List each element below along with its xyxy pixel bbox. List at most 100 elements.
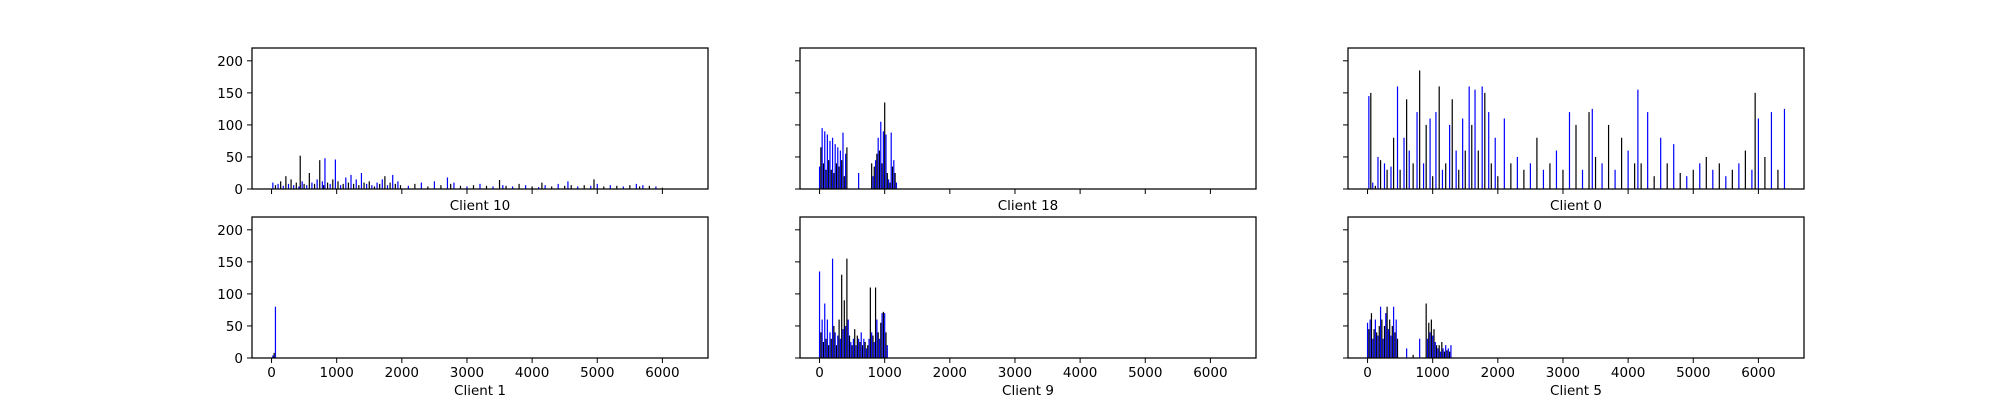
bar xyxy=(1443,351,1446,358)
bar xyxy=(1477,150,1479,189)
bar xyxy=(842,132,844,189)
bar xyxy=(821,128,823,189)
panel-title: Client 9 xyxy=(1002,383,1054,399)
bar xyxy=(1451,99,1453,189)
bar xyxy=(570,185,572,189)
bar xyxy=(397,181,399,189)
bar xyxy=(567,181,569,189)
bar xyxy=(1445,163,1447,189)
bar xyxy=(593,179,595,189)
bar xyxy=(373,186,376,189)
bar xyxy=(1432,335,1434,358)
y-tick-label: 150 xyxy=(217,86,243,102)
bar xyxy=(887,179,890,189)
bar xyxy=(1412,163,1414,189)
bar xyxy=(885,134,887,189)
bar xyxy=(1718,163,1720,189)
bar xyxy=(1378,325,1380,358)
bar xyxy=(321,181,323,189)
bar xyxy=(1438,345,1440,358)
bar xyxy=(837,147,839,189)
bar xyxy=(846,258,848,358)
panel-client-18: Client 18 xyxy=(795,47,1257,214)
bar xyxy=(502,185,504,189)
bar xyxy=(1439,351,1442,358)
bar xyxy=(822,163,825,189)
bar xyxy=(583,185,585,189)
bar xyxy=(1381,319,1383,358)
bar xyxy=(838,319,840,358)
axes-frame xyxy=(1347,216,1805,359)
bar xyxy=(1653,176,1655,189)
bar xyxy=(440,185,442,189)
x-tick-label: 6000 xyxy=(1193,365,1227,381)
bar xyxy=(337,181,339,189)
bar xyxy=(642,185,644,189)
bar xyxy=(872,176,874,189)
bar xyxy=(557,183,559,189)
bar xyxy=(891,166,894,189)
bar xyxy=(893,160,895,189)
bar xyxy=(1673,144,1675,189)
bar xyxy=(399,185,402,189)
bar xyxy=(886,172,888,189)
bar xyxy=(329,183,331,189)
x-tick-label: 4000 xyxy=(515,365,549,381)
x-tick-label: 4000 xyxy=(1611,365,1645,381)
bar xyxy=(830,169,832,189)
bar xyxy=(345,177,347,189)
bar xyxy=(1447,348,1449,358)
y-tick-label: 150 xyxy=(217,255,243,271)
bar xyxy=(1738,163,1740,189)
bar xyxy=(1408,150,1410,189)
bar xyxy=(308,172,310,189)
bar xyxy=(319,160,321,189)
bar xyxy=(479,183,481,189)
bar xyxy=(845,325,847,358)
bar xyxy=(880,121,882,189)
bar xyxy=(427,186,429,189)
bar xyxy=(1366,322,1369,358)
bar xyxy=(472,185,475,189)
bar xyxy=(339,185,342,189)
bar xyxy=(1542,169,1545,189)
bar xyxy=(1386,169,1388,189)
bar xyxy=(301,181,303,189)
bar xyxy=(353,183,355,189)
bar xyxy=(394,183,396,189)
bar xyxy=(1374,185,1376,189)
bar xyxy=(355,179,357,189)
y-tick-label: 0 xyxy=(234,182,243,198)
bar xyxy=(876,153,878,189)
bar xyxy=(392,174,394,189)
bar xyxy=(1425,303,1427,358)
bar xyxy=(590,185,592,189)
bar xyxy=(1416,112,1418,189)
bar xyxy=(1396,86,1399,189)
bar xyxy=(1429,332,1431,358)
bar xyxy=(820,332,822,358)
bar xyxy=(1449,124,1451,189)
bar xyxy=(825,338,827,358)
bar xyxy=(822,341,825,358)
bar xyxy=(1377,335,1379,358)
bar xyxy=(1425,124,1427,189)
bar xyxy=(407,185,409,189)
bar xyxy=(824,131,826,189)
bar xyxy=(1432,176,1434,189)
bar xyxy=(303,183,305,189)
bar xyxy=(1379,160,1382,189)
bar xyxy=(872,335,874,358)
bar xyxy=(830,338,832,358)
bar xyxy=(1394,332,1396,358)
x-tick-label: 3000 xyxy=(1546,365,1580,381)
bar xyxy=(1591,108,1593,189)
bar xyxy=(828,345,830,358)
bar xyxy=(1422,163,1425,189)
bar xyxy=(859,341,861,358)
bar xyxy=(884,313,886,358)
bar xyxy=(498,180,501,189)
bar xyxy=(820,147,822,189)
bar xyxy=(433,181,435,189)
bar xyxy=(293,185,295,189)
